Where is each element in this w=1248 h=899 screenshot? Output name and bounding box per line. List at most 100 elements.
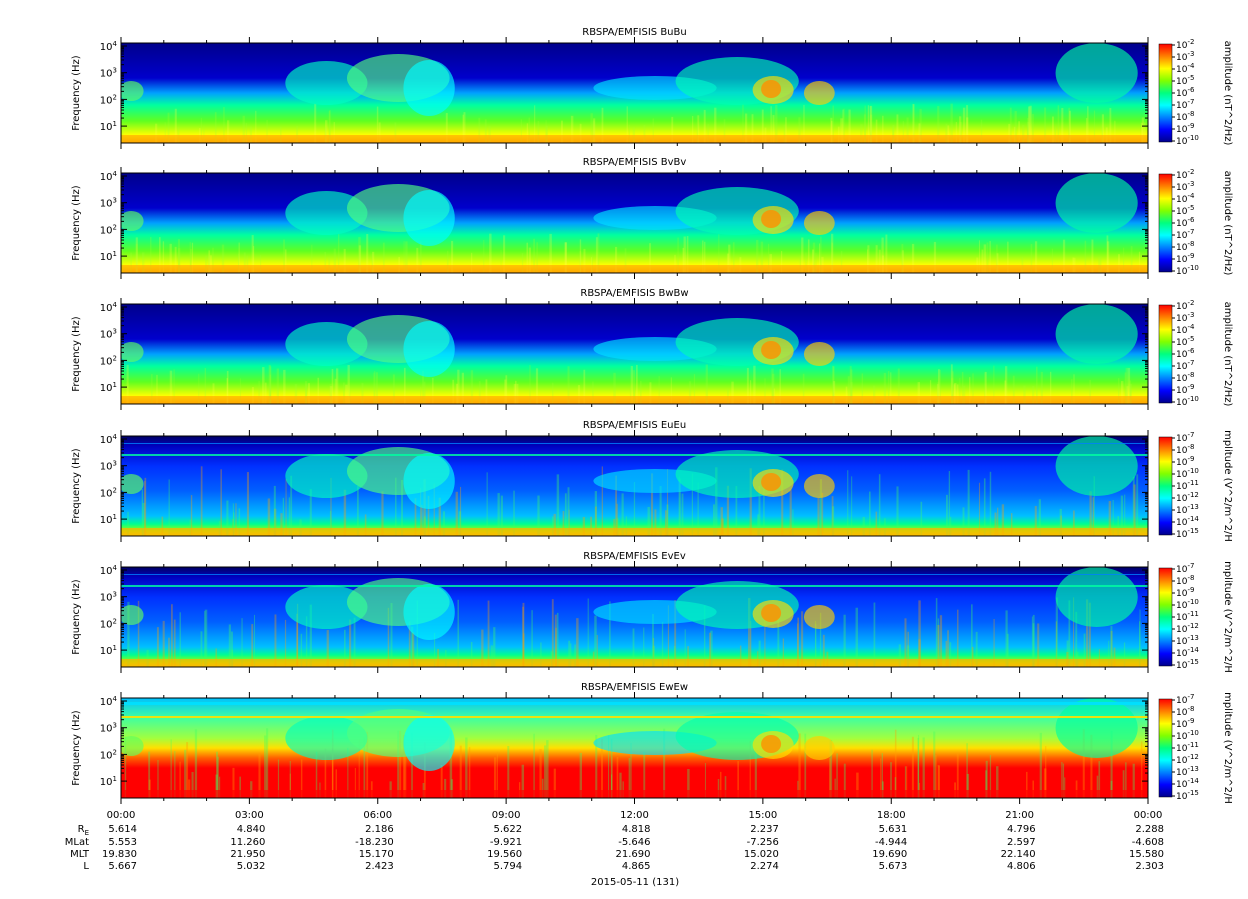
y-axis-label: Frequency (Hz) [71,579,82,655]
y-tick-label: 102 [100,354,117,367]
colorbar-tick-label: 10-5 [1176,204,1194,217]
colorbar-tick-label: 10-8 [1176,371,1194,384]
x-tick-label: 06:00 [363,810,392,821]
colorbar-tick-label: 10-7 [1176,98,1194,111]
y-tick-label: 102 [100,748,117,761]
ephemeris-value: 5.631 [879,824,908,835]
ephemeris-value: 5.553 [108,837,137,848]
colorbar: 10-710-810-910-1010-1110-1210-1310-1410-… [1158,692,1233,804]
panel-5: RBSPA/EMFISIS EvEv 101 102 103 104 Frequency … [71,551,1233,673]
ephemeris-value: 19.560 [487,849,522,860]
colorbar-label: amplitude (nT^2/Hz) [1222,41,1233,146]
spectrogram-image [121,43,1148,143]
colorbar-tick-label: 10-4 [1176,62,1195,75]
y-tick-label: 104 [100,433,118,446]
y-tick-label: 103 [100,722,117,735]
colorbar-tick-label: 10-14 [1176,646,1199,659]
colorbar-tick-label: 10-10 [1176,467,1199,480]
ephemeris-value: 19.690 [872,849,907,860]
colorbar-tick-label: 10-5 [1176,74,1194,87]
colorbar-tick-label: 10-12 [1176,622,1199,635]
colorbar-tick-label: 10-9 [1176,383,1194,396]
y-axis: 101 102 103 104 [100,433,1148,526]
x-axis [120,692,1149,804]
colorbar-tick-label: 10-7 [1176,359,1194,372]
colorbar-label: amplitude (nT^2/Hz) [1222,302,1233,407]
y-tick-label: 103 [100,67,117,80]
spectrogram-image [121,304,1148,404]
colorbar-tick-label: 10-15 [1176,658,1199,671]
y-tick-label: 101 [100,513,117,526]
panel-title: RBSPA/EMFISIS BuBu [582,27,686,38]
ephemeris-label: MLT [70,849,90,860]
y-tick-label: 101 [100,250,117,263]
colorbar-tick-label: 10-9 [1176,252,1194,265]
ephemeris-value: 5.673 [879,861,908,872]
ephemeris-value: 2.288 [1135,824,1164,835]
y-axis-label: Frequency (Hz) [71,185,82,261]
ephemeris-value: -7.256 [747,837,779,848]
y-axis-label: Frequency (Hz) [71,316,82,392]
ephemeris-value: 2.274 [750,861,779,872]
panel-title: RBSPA/EMFISIS BwBw [580,288,688,299]
colorbar-tick-label: 10-14 [1176,777,1199,790]
colorbar-tick-label: 10-2 [1176,168,1194,181]
ephemeris-value: 15.020 [744,849,779,860]
x-tick-label: 00:00 [107,810,136,821]
ephemeris-value: 5.794 [493,861,522,872]
ephemeris-label: RE [78,824,89,837]
panel-title: RBSPA/EMFISIS EvEv [583,551,686,562]
ephemeris-value: 2.597 [1007,837,1036,848]
colorbar: 10-710-810-910-1010-1110-1210-1310-1410-… [1158,561,1233,673]
colorbar-tick-label: 10-6 [1176,216,1195,229]
colorbar-tick-label: 10-10 [1176,134,1199,147]
colorbar-tick-label: 10-3 [1176,180,1194,193]
y-tick-label: 103 [100,591,117,604]
colorbar-tick-label: 10-10 [1176,729,1199,742]
colorbar-tick-label: 10-7 [1176,693,1194,706]
panels-group: RBSPA/EMFISIS BuBu 101 102 103 104 Frequency … [71,27,1233,804]
x-axis [120,430,1149,542]
ephemeris-value: -18.230 [355,837,394,848]
x-tick-label: 00:00 [1134,810,1163,821]
ephemeris-value: 15.580 [1129,849,1164,860]
y-axis-label: Frequency (Hz) [71,448,82,524]
colorbar-label: mplitude (V^2/m^2/H [1222,430,1233,542]
y-tick-label: 101 [100,644,117,657]
ephemeris-value: 5.667 [108,861,137,872]
ephemeris-value: 21.950 [230,849,265,860]
y-axis-label: Frequency (Hz) [71,55,82,131]
colorbar-tick-label: 10-10 [1176,264,1199,277]
colorbar-tick-label: 10-4 [1176,192,1195,205]
colorbar-tick-label: 10-8 [1176,240,1194,253]
y-axis: 101 102 103 104 [100,301,1148,394]
y-tick-label: 104 [100,301,118,314]
ephemeris-value: 15.170 [359,849,394,860]
x-tick-label: 21:00 [1005,810,1034,821]
ephemeris-value: 11.260 [230,837,265,848]
y-tick-label: 101 [100,381,117,394]
ephemeris-value: -4.944 [875,837,907,848]
colorbar-label: amplitude (nT^2/Hz) [1222,171,1233,276]
y-axis: 101 102 103 104 [100,170,1148,263]
x-axis [120,561,1149,673]
ephemeris-value: 2.423 [365,861,394,872]
y-axis: 101 102 103 104 [100,695,1148,788]
colorbar-tick-label: 10-9 [1176,586,1194,599]
y-tick-label: 104 [100,40,118,53]
colorbar-tick-label: 10-9 [1176,122,1194,135]
colorbar-tick-label: 10-13 [1176,634,1199,647]
y-tick-label: 103 [100,328,117,341]
colorbar: 10-210-310-410-510-610-710-810-910-10 amp… [1158,299,1233,408]
ephemeris-value: 2.303 [1135,861,1164,872]
ephemeris-value: 22.140 [1001,849,1036,860]
panel-title: RBSPA/EMFISIS BvBv [583,157,687,168]
y-tick-label: 104 [100,695,118,708]
colorbar-label: mplitude (V^2/m^2/H [1222,561,1233,673]
ephemeris-value: 4.806 [1007,861,1036,872]
ephemeris-value: 5.614 [108,824,137,835]
colorbar-tick-label: 10-12 [1176,753,1199,766]
spectrogram-image [121,173,1148,273]
ephemeris-value: 21.690 [616,849,651,860]
